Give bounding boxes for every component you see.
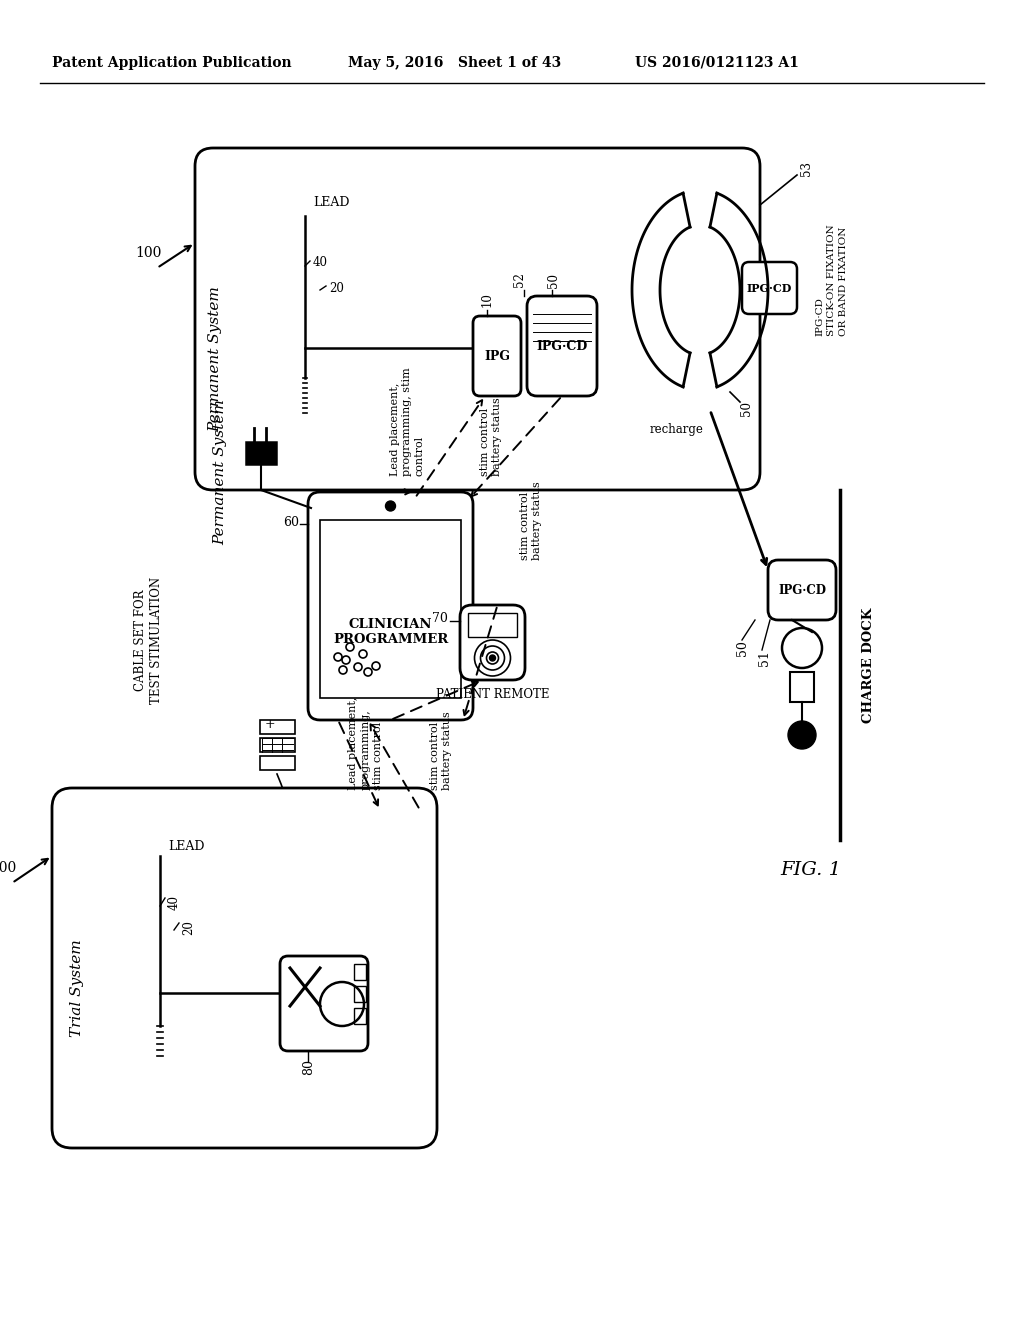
FancyBboxPatch shape [473, 315, 521, 396]
Text: 50: 50 [740, 400, 753, 416]
Text: stim control
battery status: stim control battery status [480, 397, 503, 477]
Bar [790, 672, 814, 702]
Text: CABLE SET FOR
TEST STIMULATION: CABLE SET FOR TEST STIMULATION [133, 577, 163, 704]
Text: Trial System: Trial System [70, 939, 84, 1038]
FancyBboxPatch shape [308, 492, 473, 719]
Text: Lead placement,
programming,
stim control: Lead placement, programming, stim contro… [348, 697, 383, 789]
Text: IPG·CD
STICK-ON FIXATION
OR BAND FIXATION: IPG·CD STICK-ON FIXATION OR BAND FIXATIO… [815, 224, 848, 335]
Text: US 2016/0121123 A1: US 2016/0121123 A1 [635, 55, 799, 70]
Text: 70: 70 [432, 612, 447, 626]
FancyBboxPatch shape [768, 560, 836, 620]
FancyBboxPatch shape [52, 788, 437, 1148]
Text: CHARGE DOCK: CHARGE DOCK [862, 607, 874, 722]
FancyBboxPatch shape [460, 605, 525, 680]
Text: 10: 10 [481, 293, 494, 308]
Bar [468, 612, 517, 638]
Bar [246, 442, 276, 465]
FancyBboxPatch shape [195, 148, 760, 490]
Text: 40: 40 [168, 895, 181, 911]
Text: Patent Application Publication: Patent Application Publication [52, 55, 292, 70]
Text: LEAD: LEAD [168, 840, 205, 853]
Text: 200: 200 [0, 861, 16, 875]
Text: +: + [265, 718, 275, 731]
FancyBboxPatch shape [527, 296, 597, 396]
Text: 20: 20 [182, 920, 195, 936]
Bar [319, 520, 461, 698]
Bar [354, 1008, 366, 1024]
Text: PATIENT REMOTE: PATIENT REMOTE [436, 688, 549, 701]
Text: 50: 50 [736, 640, 749, 656]
Text: 80: 80 [302, 1059, 315, 1074]
Text: LEAD: LEAD [313, 197, 349, 210]
Text: Permanent System: Permanent System [213, 399, 227, 545]
Circle shape [385, 502, 395, 511]
Text: IPG: IPG [484, 350, 510, 363]
Text: 20: 20 [329, 281, 344, 294]
Circle shape [489, 655, 496, 661]
Text: IPG·CD: IPG·CD [746, 282, 793, 293]
Text: recharge: recharge [650, 424, 703, 437]
Text: 40: 40 [313, 256, 328, 269]
Bar [354, 986, 366, 1002]
Bar [260, 738, 295, 752]
Text: CLINICIAN
PROGRAMMER: CLINICIAN PROGRAMMER [333, 618, 449, 645]
Bar [260, 719, 295, 734]
Text: 51: 51 [758, 649, 771, 665]
Text: May 5, 2016   Sheet 1 of 43: May 5, 2016 Sheet 1 of 43 [348, 55, 561, 70]
Text: IPG·CD: IPG·CD [778, 583, 826, 597]
Text: 60: 60 [283, 516, 299, 528]
Bar [354, 964, 366, 979]
Text: 53: 53 [800, 161, 813, 176]
Text: FIG. 1: FIG. 1 [780, 861, 841, 879]
Text: IPG·CD: IPG·CD [537, 339, 588, 352]
Text: stim control
battery status: stim control battery status [430, 711, 453, 789]
Text: 100: 100 [135, 246, 162, 260]
Text: Permanent System: Permanent System [208, 286, 222, 432]
Text: 52: 52 [513, 272, 526, 288]
Text: stim control
battery status: stim control battery status [520, 482, 543, 560]
FancyBboxPatch shape [280, 956, 368, 1051]
Bar [260, 756, 295, 770]
Text: Lead placement,
programming, stim
control: Lead placement, programming, stim contro… [390, 367, 425, 477]
Circle shape [788, 721, 816, 748]
Text: 50: 50 [547, 272, 560, 288]
FancyBboxPatch shape [742, 261, 797, 314]
